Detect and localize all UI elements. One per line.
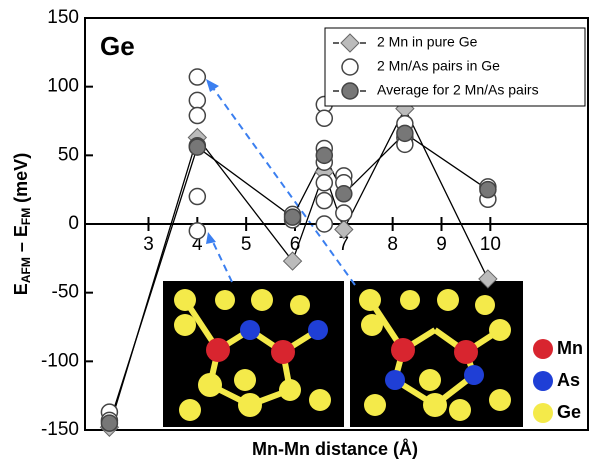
y-axis-label: EAFM – EFM (meV) — [11, 153, 33, 295]
atom-label: As — [557, 370, 580, 390]
y-tick-label: -50 — [52, 282, 79, 303]
legend-label: 2 Mn/As pairs in Ge — [377, 58, 500, 74]
circle-marker — [285, 209, 301, 225]
legend-label: Average for 2 Mn/As pairs — [377, 82, 539, 98]
chart-title: Ge — [100, 31, 135, 61]
open-circle-marker — [189, 69, 205, 85]
atom-swatch — [533, 339, 553, 359]
y-tick-label: -100 — [41, 350, 79, 371]
circle-marker — [316, 147, 332, 163]
y-tick-label: 150 — [47, 7, 79, 28]
open-circle-marker — [342, 59, 358, 75]
y-tick-label: 100 — [47, 76, 79, 97]
atom-label: Mn — [557, 338, 583, 358]
x-tick-label: 9 — [436, 234, 447, 255]
y-tick-label: 50 — [58, 144, 79, 165]
circle-marker — [342, 83, 358, 99]
open-circle-marker — [336, 205, 352, 221]
x-tick-label: 8 — [387, 234, 398, 255]
open-circle-marker — [316, 175, 332, 191]
y-tick-label: -150 — [41, 419, 79, 440]
open-circle-marker — [189, 189, 205, 205]
atom-label: Ge — [557, 402, 581, 422]
circle-marker — [480, 182, 496, 198]
open-circle-marker — [316, 110, 332, 126]
legend-label: 2 Mn in pure Ge — [377, 34, 478, 50]
inset-legend: Mn As Ge — [533, 338, 583, 423]
atom-swatch — [533, 403, 553, 423]
x-tick-label: 3 — [143, 234, 154, 255]
circle-marker — [189, 139, 205, 155]
open-circle-marker — [189, 223, 205, 239]
circle-marker — [101, 415, 117, 431]
y-tick-label: 0 — [68, 213, 79, 234]
circle-marker — [397, 125, 413, 141]
x-axis-label: Mn-Mn distance (Å) — [252, 439, 418, 459]
open-circle-marker — [189, 108, 205, 124]
chart: Ge Mn-Mn distance (Å) EAFM – EFM (meV) M… — [0, 0, 590, 464]
open-circle-marker — [189, 92, 205, 108]
x-tick-label: 10 — [480, 234, 501, 255]
arrows — [212, 88, 355, 285]
circle-marker — [336, 186, 352, 202]
open-circle-marker — [316, 216, 332, 232]
inset-images — [163, 281, 523, 427]
atom-swatch — [533, 371, 553, 391]
x-tick-label: 5 — [241, 234, 252, 255]
open-circle-marker — [316, 193, 332, 209]
